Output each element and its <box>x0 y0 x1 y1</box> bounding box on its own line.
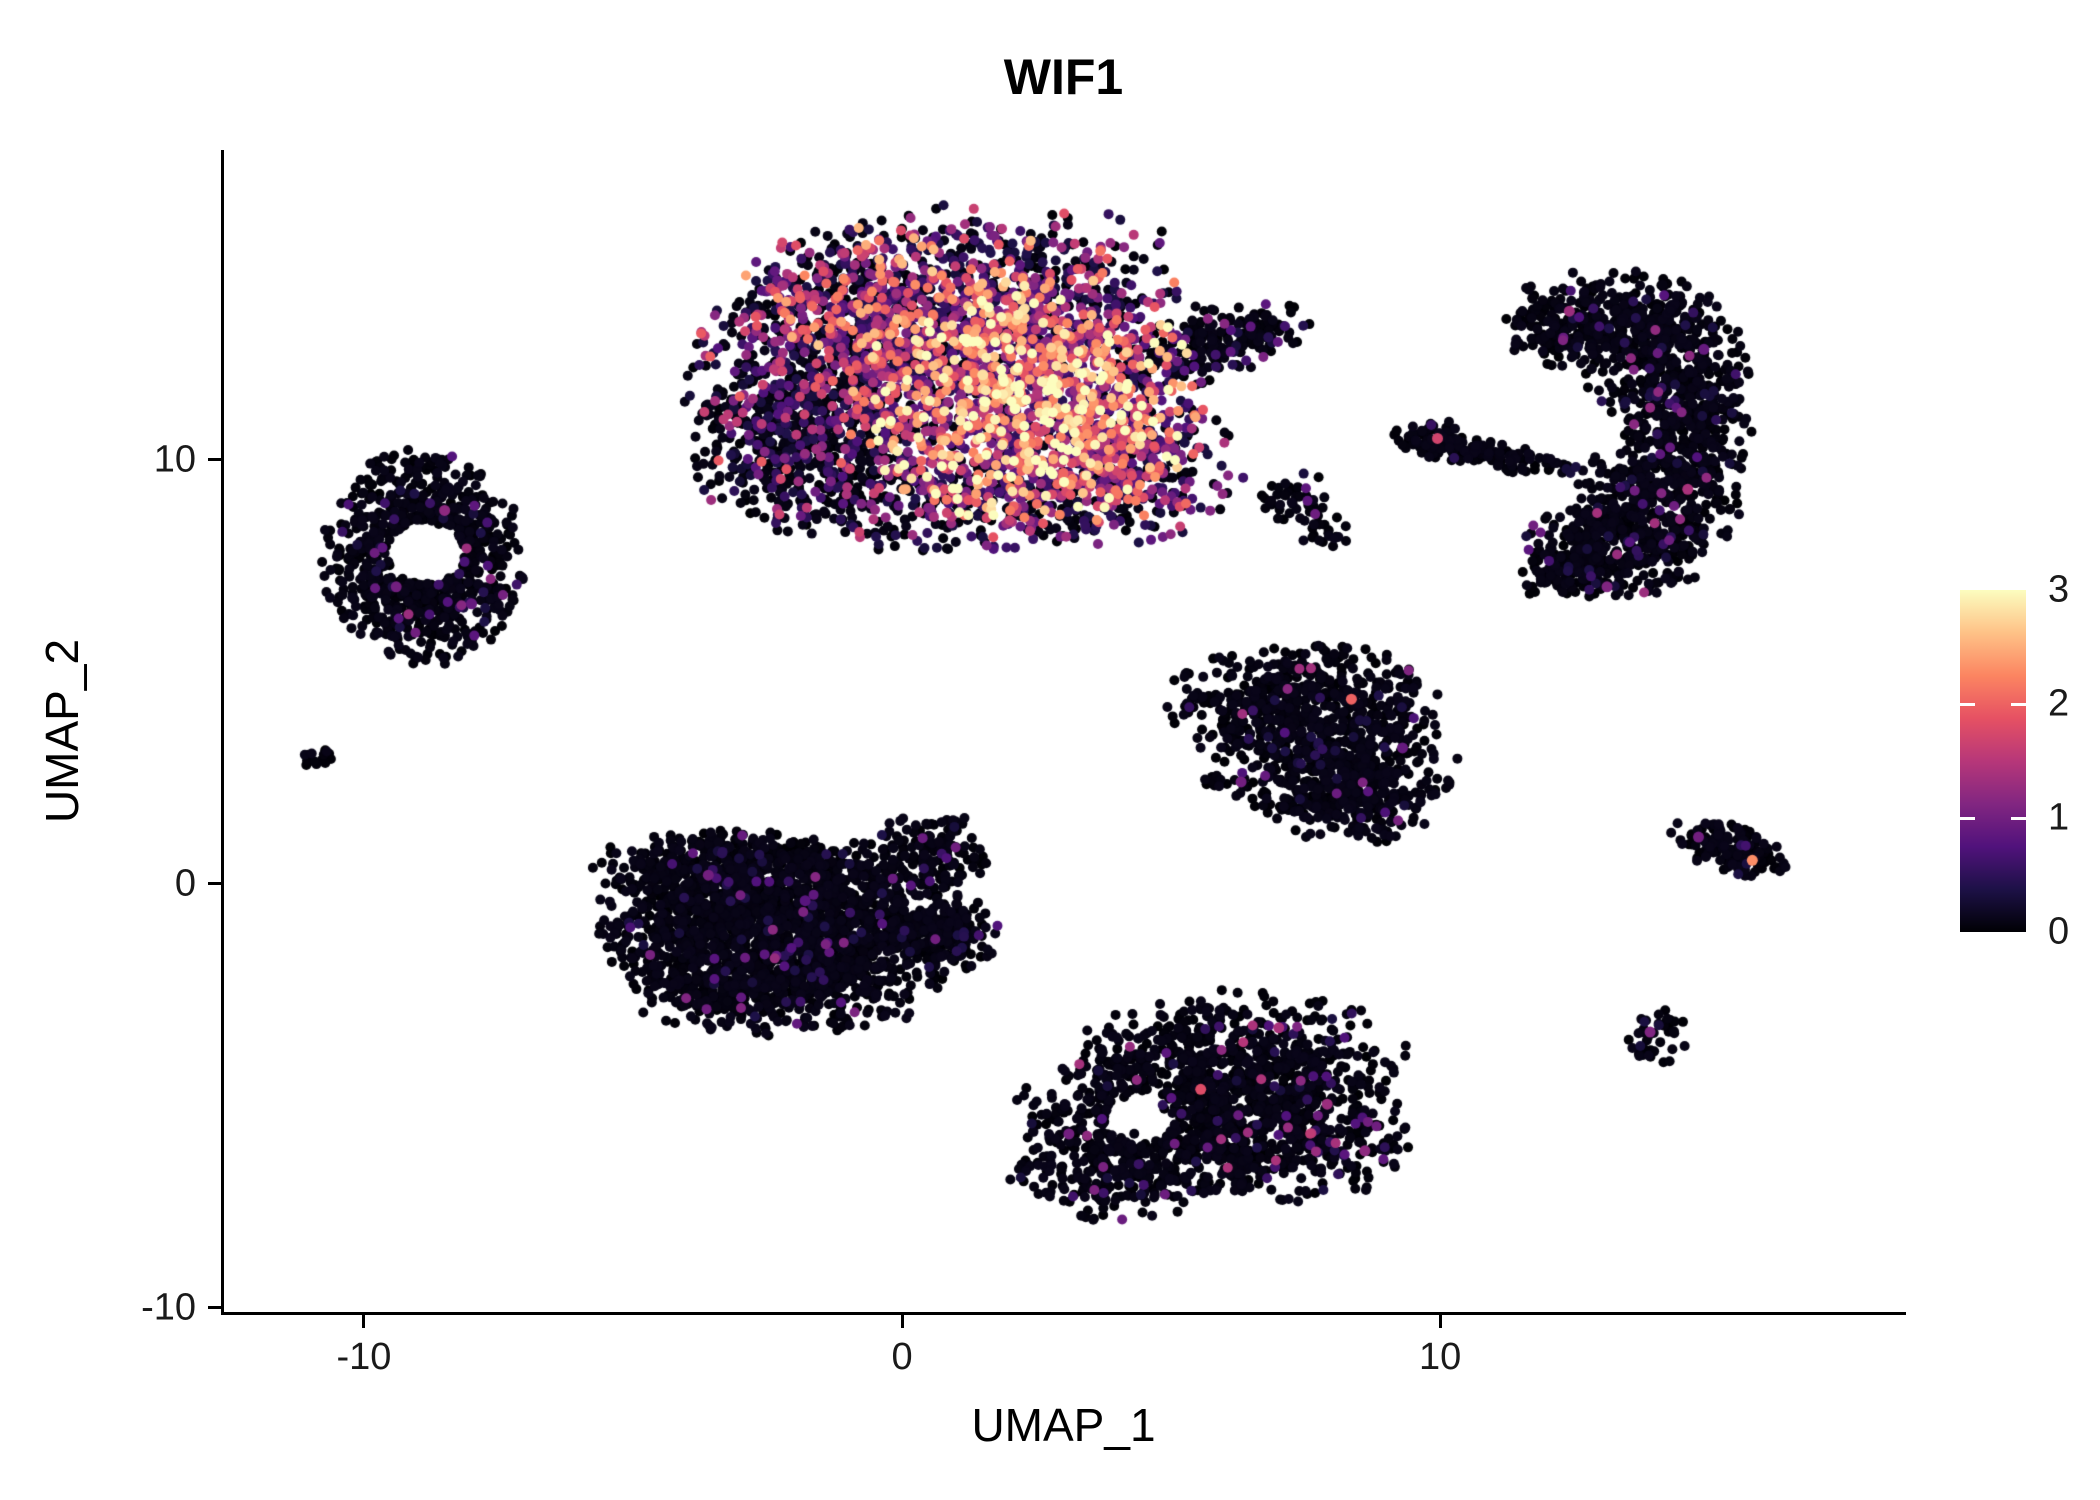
x-tick-label: -10 <box>336 1336 392 1378</box>
y-axis-title: UMAP_2 <box>36 638 88 824</box>
x-tick-mark <box>900 1315 904 1328</box>
x-tick-mark <box>362 1315 366 1328</box>
y-tick-label: 10 <box>153 438 196 481</box>
y-tick-mark <box>208 1306 221 1310</box>
x-tick-mark <box>1438 1315 1442 1328</box>
y-tick-mark <box>208 458 221 462</box>
y-tick-mark <box>208 882 221 886</box>
y-axis-line <box>221 150 224 1315</box>
plot-title: WIF1 <box>1003 49 1124 105</box>
y-tick-label: -10 <box>141 1286 196 1329</box>
x-tick-label: 10 <box>1419 1336 1462 1378</box>
x-axis-title: UMAP_1 <box>971 1399 1156 1451</box>
x-axis-line <box>221 1312 1906 1315</box>
y-tick-label: 0 <box>174 862 196 905</box>
x-tick-label: 0 <box>891 1336 913 1378</box>
